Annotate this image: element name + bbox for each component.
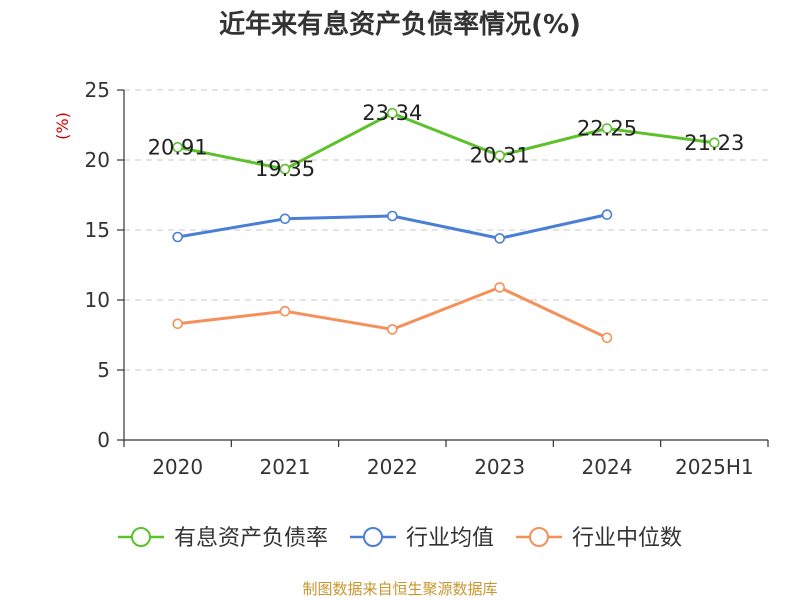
data-point [709,137,720,149]
data-labels: 20.91 19.35 23.34 20.31 22.25 21.23 [148,101,745,181]
legend-label: 有息资产负债率 [174,526,328,551]
y-tick-label: 5 [97,358,110,382]
series-line [177,111,715,171]
data-point [494,150,505,161]
data-label: 19.35 [255,157,315,181]
legend-label: 行业均值 [406,526,494,551]
x-tick-label: 2021 [260,455,311,479]
data-point [601,332,613,344]
data-point [279,213,291,225]
data-point [494,282,505,293]
y-tick-label: 20 [85,148,110,172]
x-tick-label: 2025H1 [675,455,754,479]
y-axis-unit: (%) [53,112,72,140]
source-note: 制图数据来自恒生聚源数据库 [302,580,497,598]
data-label: 20.31 [470,144,530,168]
data-point [279,305,291,317]
legend-swatch-marker [529,527,549,547]
data-label: 23.34 [362,101,422,125]
x-tick-label: 2024 [582,455,633,479]
axes [117,89,769,447]
data-point [172,231,183,243]
data-point [172,141,183,153]
data-point [387,210,398,222]
series-lines [172,107,720,344]
legend-swatch-marker [363,527,383,547]
chart-title: 近年来有息资产负债率情况(%) [219,9,581,40]
x-tick-label: 2022 [367,455,418,479]
data-point [279,163,291,175]
data-label: 21.23 [684,131,744,155]
data-label: 20.91 [148,135,208,159]
data-point [387,324,398,335]
y-tick-label: 10 [85,288,110,312]
y-tick-label: 15 [85,218,110,242]
x-tick-labels: 2020 2021 2022 2023 2024 2025H1 [152,455,753,479]
x-tick-label: 2023 [474,455,525,479]
legend-swatch-marker [131,527,151,547]
x-tick-label: 2020 [152,455,203,479]
y-tick-label: 25 [85,78,110,102]
data-point [387,107,398,119]
data-point [494,233,505,244]
data-point [601,209,613,220]
grid-lines [124,89,768,371]
y-tick-labels: 0 5 10 15 20 25 [85,78,110,452]
data-point [172,318,183,330]
data-label: 22.25 [577,117,637,141]
data-point [601,123,613,134]
legend: 有息资产负债率 行业均值 行业中位数 [118,526,682,551]
legend-label: 行业中位数 [572,526,682,551]
y-tick-label: 0 [97,428,110,452]
